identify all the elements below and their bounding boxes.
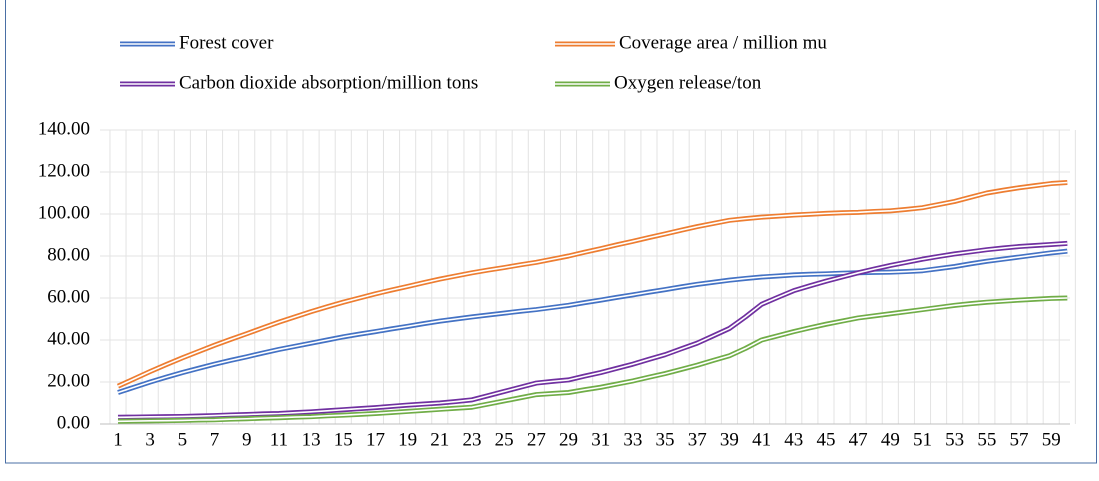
x-tick-label: 41 bbox=[752, 429, 771, 450]
x-tick-label: 33 bbox=[623, 429, 642, 450]
chart-frame bbox=[5, 0, 1097, 464]
x-tick-label: 25 bbox=[495, 429, 514, 450]
x-tick-label: 59 bbox=[1042, 429, 1061, 450]
y-tick-label: 120.00 bbox=[38, 160, 90, 181]
x-tick-label: 53 bbox=[945, 429, 964, 450]
y-tick-label: 20.00 bbox=[47, 370, 90, 391]
x-tick-label: 11 bbox=[270, 429, 288, 450]
x-tick-label: 47 bbox=[849, 429, 868, 450]
x-tick-label: 39 bbox=[720, 429, 739, 450]
x-tick-label: 17 bbox=[366, 429, 385, 450]
x-tick-label: 31 bbox=[591, 429, 610, 450]
series-line-inner bbox=[117, 242, 1068, 419]
x-tick-label: 45 bbox=[816, 429, 835, 450]
x-tick-label: 5 bbox=[178, 429, 188, 450]
x-tick-label: 27 bbox=[527, 429, 546, 450]
legend-label: Forest cover bbox=[179, 32, 274, 53]
x-tick-label: 21 bbox=[430, 429, 449, 450]
x-tick-label: 57 bbox=[1010, 429, 1029, 450]
x-tick-label: 15 bbox=[334, 429, 353, 450]
x-tick-label: 19 bbox=[398, 429, 417, 450]
y-tick-label: 40.00 bbox=[47, 328, 90, 349]
x-tick-label: 29 bbox=[559, 429, 578, 450]
series-line-inner bbox=[117, 297, 1068, 423]
x-tick-label: 49 bbox=[881, 429, 900, 450]
y-tick-label: 80.00 bbox=[47, 244, 90, 265]
series-line-inner bbox=[117, 250, 1068, 394]
series-line-inner bbox=[117, 181, 1068, 387]
x-tick-label: 13 bbox=[302, 429, 321, 450]
x-tick-label: 35 bbox=[656, 429, 675, 450]
y-tick-label: 140.00 bbox=[38, 118, 90, 139]
legend-label: Carbon dioxide absorption/million tons bbox=[179, 72, 478, 93]
legend-label: Oxygen release/ton bbox=[614, 72, 762, 93]
x-tick-label: 9 bbox=[242, 429, 252, 450]
x-tick-label: 23 bbox=[462, 429, 481, 450]
x-tick-label: 43 bbox=[784, 429, 803, 450]
legend-label: Coverage area / million mu bbox=[619, 32, 827, 53]
y-tick-label: 60.00 bbox=[47, 286, 90, 307]
x-tick-label: 55 bbox=[977, 429, 996, 450]
x-tick-label: 51 bbox=[913, 429, 932, 450]
x-tick-label: 3 bbox=[145, 429, 155, 450]
y-tick-label: 0.00 bbox=[57, 412, 90, 433]
x-tick-label: 37 bbox=[688, 429, 707, 450]
x-tick-label: 1 bbox=[113, 429, 123, 450]
y-tick-label: 100.00 bbox=[38, 202, 90, 223]
x-tick-label: 7 bbox=[210, 429, 220, 450]
